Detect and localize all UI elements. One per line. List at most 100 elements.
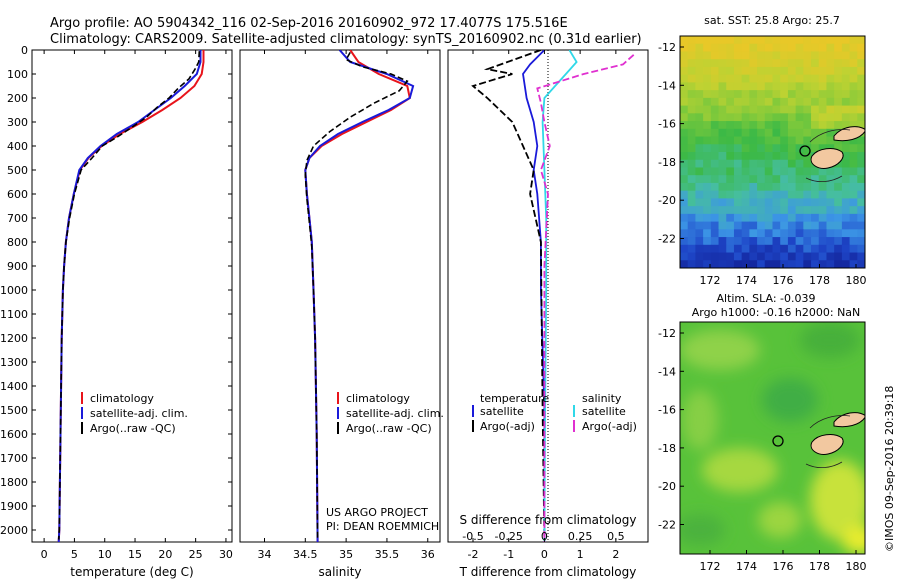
sst-cell [849, 82, 858, 91]
sst-cell [710, 121, 720, 130]
sst-cell [795, 105, 804, 114]
credit-text: ©IMOS 09-Sep-2016 20:39:18 [883, 386, 896, 552]
sst-cell [803, 229, 812, 238]
sst-cell [857, 244, 865, 254]
sst-cell [703, 229, 712, 238]
salinity-legend: climatology satellite-adj. clim. Argo(..… [326, 392, 444, 533]
sst-cell [772, 244, 781, 254]
sst-cell [795, 244, 804, 254]
sst-cell [695, 36, 704, 45]
sst-cell [726, 128, 735, 138]
sst-cell [811, 244, 820, 254]
sst-cell [710, 229, 720, 238]
sst-cell [772, 90, 781, 99]
sst-cell [834, 74, 843, 83]
sst-cell [818, 136, 827, 145]
sst-cell [718, 175, 727, 184]
sst-cell [803, 105, 812, 114]
sst-cell [757, 113, 766, 122]
sst-cell [680, 152, 689, 161]
sst-cell [780, 121, 789, 130]
temperature-panel: 0 5 10 15 20 25 30 010020030040050060070080090… [0, 44, 648, 561]
sst-cell [841, 260, 851, 268]
fiji-island-north [833, 412, 865, 428]
sst-cell [772, 152, 781, 161]
sst-cell [680, 252, 689, 261]
sst-cell [718, 229, 727, 238]
sst-cell [718, 252, 727, 261]
sst-cell [818, 82, 827, 91]
sst-cell [733, 206, 743, 215]
y-tick-label: 1600 [0, 428, 28, 441]
sst-cell [787, 51, 797, 60]
sst-cell [795, 190, 804, 199]
sst-cell [741, 260, 750, 268]
sst-cell [733, 36, 743, 45]
sst-cell [703, 221, 712, 230]
sst-cell [695, 175, 704, 184]
sst-cell [703, 136, 712, 145]
sst-cell [749, 221, 758, 230]
sst-cell [749, 175, 758, 184]
sst-cell [733, 105, 743, 114]
sst-cell [733, 74, 743, 83]
sst-cell [764, 229, 773, 238]
sst-cell [772, 97, 781, 107]
sst-cell [834, 97, 843, 107]
sst-cell [718, 128, 727, 138]
sst-cell [703, 237, 712, 246]
sst-cell [803, 190, 812, 199]
sst-cell [710, 90, 720, 99]
sst-cell [772, 59, 781, 68]
sst-cell [718, 36, 727, 45]
sst-cell [749, 105, 758, 114]
sst-cell [834, 36, 843, 45]
sst-cell [733, 175, 743, 184]
sst-cell [718, 198, 727, 207]
sst-cell [695, 82, 704, 91]
sst-cell [680, 144, 689, 153]
sst-cell [857, 136, 865, 145]
sst-cell [749, 167, 758, 176]
sst-cell [695, 237, 704, 246]
sst-cell [795, 59, 804, 68]
legend-climatology: climatology [90, 392, 154, 405]
argo-location-marker [772, 435, 784, 447]
temperature-legend: climatology satellite-adj. clim. Argo(..… [81, 392, 188, 435]
map-y-tick-label: -22 [658, 519, 676, 532]
sst-cell [718, 144, 727, 153]
sst-cell [710, 206, 720, 215]
sst-cell [795, 198, 804, 207]
sst-cell [687, 144, 696, 153]
x-tick-label: 5 [71, 548, 78, 561]
sst-cell [772, 182, 781, 192]
sst-cell [780, 51, 789, 60]
sst-cell [733, 97, 743, 107]
sst-cell [841, 221, 851, 230]
sst-cell [687, 128, 696, 138]
sst-cell [834, 213, 843, 223]
sst-cell [710, 167, 720, 176]
sst-cell [726, 260, 735, 268]
sst-cell [818, 59, 827, 68]
sst-cell [710, 128, 720, 138]
sst-cell [826, 66, 835, 76]
sst-cell [695, 206, 704, 215]
legend-t-satellite: satellite [480, 405, 524, 418]
sst-cell [710, 59, 720, 68]
series-line-satellite [541, 50, 578, 542]
sst-cell [787, 43, 797, 52]
sst-cell [710, 175, 720, 184]
sst-cell [695, 136, 704, 145]
sst-cell [741, 36, 750, 45]
sst-cell [741, 206, 750, 215]
sst-cell [841, 144, 851, 153]
sst-cell [687, 59, 696, 68]
sst-cell [718, 206, 727, 215]
sst-cell [857, 252, 865, 261]
y-tick-label: 1300 [0, 356, 28, 369]
sst-cell [826, 213, 835, 223]
sst-cell [826, 182, 835, 192]
sst-cell [818, 113, 827, 122]
sst-cell [757, 206, 766, 215]
